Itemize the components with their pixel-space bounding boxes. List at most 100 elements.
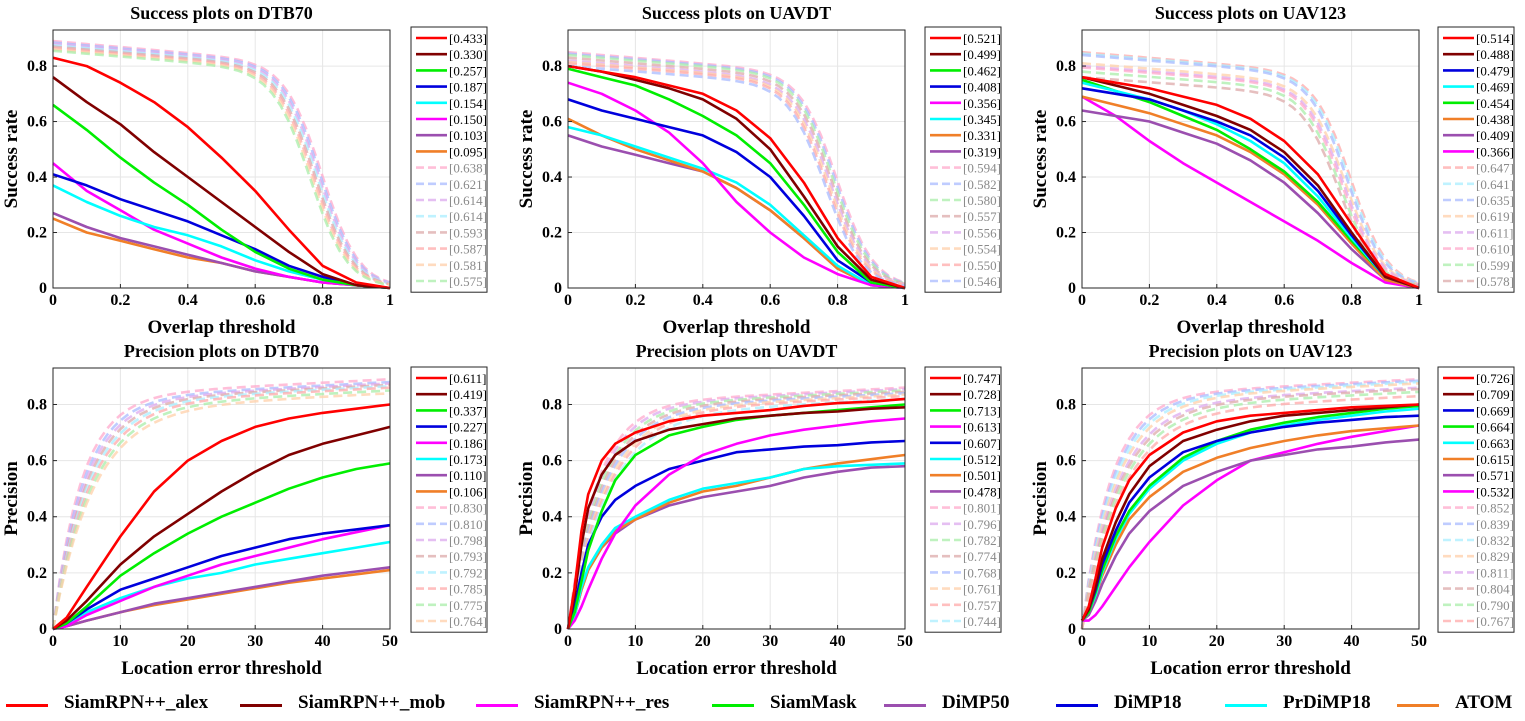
score-legend-value: [0.768] — [963, 565, 1001, 580]
series-line — [566, 397, 906, 630]
score-legend-value: [0.581] — [449, 258, 487, 273]
x-tick-label: 40 — [1344, 633, 1360, 650]
y-tick-label: 0.8 — [27, 396, 47, 413]
series-line — [1080, 403, 1420, 622]
y-tick-label: 0 — [1068, 621, 1076, 638]
faded-series-line — [1080, 390, 1420, 630]
y-tick-label: 0.4 — [27, 169, 47, 186]
y-axis-label: Precision — [516, 461, 537, 536]
y-tick-label: 0.2 — [27, 225, 47, 242]
series-line — [1081, 95, 1420, 290]
series-line — [52, 162, 391, 290]
score-legend-value: [0.607] — [963, 436, 1001, 451]
chart-title: Success plots on UAV123 — [1155, 3, 1346, 23]
score-legend-value: [0.804] — [1476, 582, 1514, 597]
score-legend-value: [0.499] — [963, 47, 1001, 62]
y-tick-label: 0 — [39, 280, 47, 297]
score-legend-value: [0.550] — [963, 258, 1001, 273]
legend-label: DiMP18 — [1114, 692, 1182, 713]
legend-label: ATOM — [1455, 692, 1513, 713]
faded-series-line — [567, 50, 906, 284]
faded-series-line — [567, 59, 906, 286]
x-tick-label: 0.4 — [693, 292, 713, 309]
series-line — [567, 64, 906, 290]
score-legend-value: [0.521] — [963, 31, 1001, 46]
series-line — [567, 125, 906, 290]
legend-swatch — [476, 704, 518, 707]
chart-title: Precision plots on UAVDT — [636, 341, 838, 361]
x-tick-label: 0 — [49, 633, 57, 650]
y-tick-label: 0.2 — [1056, 225, 1076, 242]
y-tick-label: 0.2 — [542, 565, 562, 582]
score-legend-value: [0.852] — [1476, 501, 1514, 516]
series-line — [1081, 109, 1420, 290]
faded-series-line — [1080, 387, 1420, 630]
series-line — [52, 462, 391, 631]
score-legend-value: [0.408] — [963, 80, 1001, 95]
y-tick-label: 0.4 — [542, 169, 562, 186]
score-legend-value: [0.801] — [963, 501, 1001, 516]
series-line — [52, 540, 391, 631]
x-tick-label: 0.4 — [178, 292, 198, 309]
y-axis-label: Success rate — [516, 110, 537, 209]
series-line — [567, 81, 906, 290]
y-tick-label: 0.6 — [1056, 453, 1076, 470]
series-line — [566, 462, 906, 630]
legend-swatch — [6, 704, 48, 707]
x-tick-label: 10 — [112, 633, 128, 650]
y-tick-label: 0 — [39, 621, 47, 638]
score-legend-value: [0.726] — [1476, 371, 1514, 386]
score-legend-value: [0.761] — [963, 582, 1001, 597]
series-line — [566, 417, 906, 630]
plot-frame — [1081, 29, 1420, 289]
series-line — [52, 173, 391, 290]
y-tick-label: 0.4 — [1056, 169, 1076, 186]
faded-series-line — [1081, 52, 1420, 285]
faded-series-line — [566, 394, 906, 630]
chart-title: Success plots on DTB70 — [130, 3, 313, 23]
x-tick-label: 0.6 — [245, 292, 265, 309]
legend-label: PrDiMP18 — [1283, 692, 1371, 713]
score-legend-value: [0.578] — [1476, 274, 1514, 289]
score-legend-value: [0.830] — [449, 501, 487, 516]
score-legend-value: [0.454] — [1476, 96, 1514, 111]
x-tick-label: 50 — [1411, 633, 1427, 650]
score-legend-value: [0.747] — [963, 371, 1001, 386]
score-legend-value: [0.744] — [963, 614, 1001, 629]
score-legend-value: [0.709] — [1476, 387, 1514, 402]
legend-label: SiamRPN++_res — [534, 692, 670, 713]
y-tick-label: 0.8 — [1056, 396, 1076, 413]
x-tick-label: 0.2 — [625, 292, 645, 309]
score-legend-value: [0.614] — [449, 193, 487, 208]
score-legend-value: [0.647] — [1476, 161, 1514, 176]
x-tick-label: 0.2 — [110, 292, 130, 309]
faded-series-line — [1081, 53, 1420, 285]
score-legend-value: [0.619] — [1476, 209, 1514, 224]
x-tick-label: 50 — [382, 633, 398, 650]
score-legend-value: [0.337] — [449, 403, 487, 418]
x-tick-label: 0.8 — [828, 292, 848, 309]
score-legend-value: [0.330] — [449, 47, 487, 62]
y-tick-label: 0.8 — [27, 58, 47, 75]
score-legend-value: [0.557] — [963, 209, 1001, 224]
score-legend-value: [0.173] — [449, 452, 487, 467]
series-line — [52, 76, 391, 290]
score-legend-value: [0.331] — [963, 128, 1001, 143]
faded-series-line — [51, 386, 391, 630]
faded-series-line — [567, 56, 906, 286]
score-legend-value: [0.663] — [1476, 436, 1514, 451]
faded-series-line — [51, 377, 391, 630]
y-tick-label: 0.6 — [542, 114, 562, 131]
series-line — [567, 67, 906, 290]
score-legend-value: [0.186] — [449, 436, 487, 451]
score-legend-value: [0.641] — [1476, 177, 1514, 192]
score-legend-value: [0.587] — [449, 242, 487, 257]
score-legend-value: [0.638] — [449, 161, 487, 176]
x-tick-label: 10 — [627, 633, 643, 650]
score-legend: [0.514][0.488][0.479] [0.469][0.454][0.43… — [1437, 26, 1515, 293]
score-legend-value: [0.575] — [449, 274, 487, 289]
x-tick-label: 1 — [386, 292, 394, 309]
series-line — [52, 403, 391, 631]
faded-series-line — [1080, 380, 1420, 630]
score-legend-value: [0.792] — [449, 565, 487, 580]
